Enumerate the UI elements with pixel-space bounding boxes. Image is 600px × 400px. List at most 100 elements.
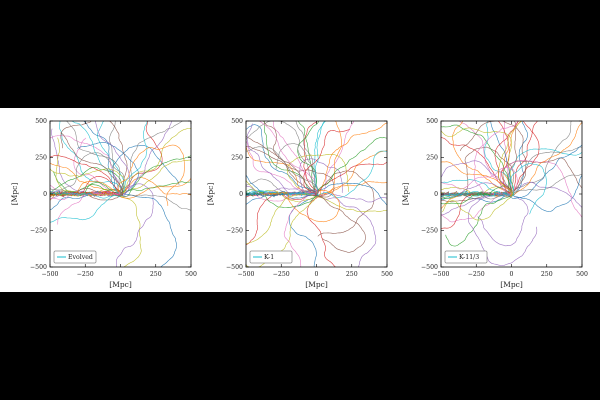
trajectory-line (319, 121, 343, 196)
y-axis-label: [Mpc] (10, 183, 19, 206)
trajectory-line (452, 121, 511, 196)
trajectory-line (119, 128, 191, 195)
trajectory-line (490, 121, 511, 193)
trajectory-line (246, 140, 315, 194)
figure-svg: −500−500−250−25000250250500500[Mpc][Mpc]… (10, 118, 588, 289)
trajectory-line (73, 137, 121, 198)
y-tick-label: 500 (231, 118, 243, 125)
trajectory-line (50, 167, 124, 195)
trajectory-line (50, 192, 124, 197)
trajectory-line (122, 155, 191, 197)
trajectory-line (287, 153, 349, 194)
trajectory-line (509, 121, 582, 196)
x-tick-label: 0 (315, 271, 319, 278)
trajectory-line (502, 157, 582, 195)
x-tick-label: 500 (381, 271, 393, 278)
trajectory-line (441, 124, 513, 194)
trajectory-line (50, 135, 124, 197)
y-tick-label: 0 (434, 191, 438, 198)
trajectory-line (510, 121, 528, 197)
trajectory-line (117, 144, 186, 206)
x-tick-label: −500 (238, 271, 255, 278)
trajectory-line (121, 181, 191, 193)
x-tick-label: −500 (433, 271, 450, 278)
trajectory-line (117, 121, 184, 194)
x-axis-label: [Mpc] (500, 280, 523, 289)
trajectory-line (120, 193, 177, 267)
trajectory-line (119, 159, 191, 195)
trajectory-line (246, 121, 319, 193)
trajectory-line (317, 182, 387, 206)
y-tick-label: 0 (43, 191, 47, 198)
x-tick-label: −500 (42, 271, 59, 278)
y-tick-label: −250 (421, 228, 438, 235)
y-tick-label: 250 (231, 155, 243, 162)
trajectory-line (460, 121, 527, 192)
trajectory-line (121, 176, 191, 196)
x-tick-label: 250 (150, 271, 162, 278)
y-tick-label: −250 (226, 228, 243, 235)
trajectory-line (122, 194, 191, 211)
trajectory-line (314, 121, 326, 192)
trajectory-line (117, 195, 142, 267)
trajectory-line (118, 121, 191, 199)
trajectory-line (272, 121, 318, 194)
trajectory-line (50, 167, 126, 193)
trajectory-line (314, 194, 377, 267)
x-tick-label: −250 (77, 271, 94, 278)
y-tick-label: 500 (426, 118, 438, 125)
trajectory-line (317, 150, 387, 198)
trajectory-line (502, 121, 523, 196)
chart-panel-1: −500−500 −250 −250 0 0 250 250 500 500 [Mpc] [Mpc]… (10, 118, 197, 289)
x-axis-label: [Mpc] (109, 280, 132, 289)
trajectory-line (298, 121, 315, 193)
y-tick-label: 500 (35, 118, 47, 125)
y-tick-label: −500 (226, 264, 243, 271)
trajectory-line (121, 121, 163, 194)
trajectory-line (499, 159, 582, 218)
trajectory-line (442, 194, 514, 221)
trajectory-line (303, 121, 320, 193)
trajectory-line (246, 191, 317, 246)
trajectory-line (315, 194, 366, 253)
trajectory-line (445, 194, 514, 247)
trajectory-line (494, 121, 519, 193)
trajectory-line (262, 121, 317, 194)
x-tick-label: 0 (119, 271, 123, 278)
trajectories (50, 121, 191, 267)
trajectory-line (246, 146, 318, 195)
trajectory-line (246, 178, 320, 196)
trajectory-line (497, 121, 523, 196)
trajectory-line (477, 196, 529, 247)
trajectory-line (115, 183, 154, 267)
chart-panel-3: −500−500 −250 −250 0 0 250 250 500 500 [Mpc] [Mpc]… (401, 118, 588, 289)
legend-label: K-1 (264, 254, 274, 261)
trajectory-line (246, 193, 318, 267)
legend-box (249, 250, 293, 264)
trajectory-line (510, 163, 547, 215)
chart-panel-2: −500−500 −250 −250 0 0 250 250 500 500 [Mpc] [Mpc]… (206, 118, 393, 289)
x-tick-label: −250 (273, 271, 290, 278)
trajectory-line (318, 121, 355, 198)
trajectory-line (441, 161, 513, 196)
legend-box (53, 250, 97, 264)
figure-panel: −500 −500 −250 −250 0 0 250 250 500 500 [Mpc] [Mpc]… (0, 108, 600, 292)
trajectory-line (441, 191, 511, 203)
trajectory-line (60, 132, 123, 198)
trajectories (441, 121, 582, 266)
y-tick-label: −250 (30, 228, 47, 235)
legend-label: K-11/3 (459, 254, 479, 261)
x-axis-label: [Mpc] (305, 280, 328, 289)
trajectory-line (258, 121, 319, 194)
trajectory-line (95, 121, 131, 197)
trajectory-line (121, 121, 172, 195)
trajectory-line (246, 145, 335, 198)
y-tick-label: 250 (426, 155, 438, 162)
trajectory-line (297, 121, 320, 193)
trajectory-line (441, 185, 511, 205)
trajectory-line (514, 175, 582, 212)
trajectory-line (512, 121, 538, 196)
trajectory-line (318, 121, 387, 197)
y-tick-label: 250 (35, 155, 47, 162)
trajectory-line (473, 121, 519, 196)
